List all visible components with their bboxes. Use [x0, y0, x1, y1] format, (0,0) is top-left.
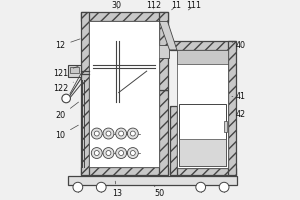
Bar — [95, 33, 101, 39]
Bar — [81, 167, 168, 175]
Bar — [114, 95, 120, 102]
Text: 121: 121 — [53, 66, 78, 78]
Text: 50: 50 — [154, 185, 165, 198]
Bar — [169, 41, 236, 50]
Polygon shape — [159, 21, 177, 50]
Text: 11: 11 — [171, 1, 181, 10]
Text: 40: 40 — [232, 41, 246, 50]
Bar — [179, 104, 226, 166]
Circle shape — [116, 148, 127, 158]
Circle shape — [96, 182, 106, 192]
Bar — [159, 12, 168, 90]
Bar — [127, 33, 133, 39]
Bar — [68, 176, 237, 185]
Text: 112: 112 — [146, 1, 161, 10]
Bar — [70, 67, 79, 73]
Bar — [147, 58, 158, 71]
Circle shape — [119, 131, 124, 136]
Bar — [81, 12, 89, 175]
Bar — [169, 168, 236, 175]
Bar — [177, 50, 228, 64]
Circle shape — [130, 131, 135, 136]
Bar — [89, 163, 159, 167]
Text: 30: 30 — [112, 1, 122, 10]
Text: 41: 41 — [232, 92, 246, 101]
Circle shape — [219, 182, 229, 192]
Circle shape — [103, 148, 114, 158]
Text: 13: 13 — [112, 181, 122, 198]
Circle shape — [128, 128, 138, 139]
Text: 122: 122 — [53, 82, 74, 93]
Bar — [110, 33, 117, 39]
Circle shape — [103, 128, 114, 139]
Bar — [112, 69, 122, 79]
Bar — [177, 50, 228, 168]
Bar — [179, 139, 226, 166]
Circle shape — [73, 182, 83, 192]
Circle shape — [106, 151, 111, 155]
Bar — [158, 45, 169, 58]
Bar — [91, 30, 158, 41]
Circle shape — [119, 151, 124, 155]
Circle shape — [91, 128, 102, 139]
Bar — [159, 90, 168, 175]
Text: 20: 20 — [55, 102, 79, 120]
Bar — [228, 41, 236, 175]
Circle shape — [91, 148, 102, 158]
Bar — [119, 33, 125, 39]
Circle shape — [62, 94, 70, 103]
Circle shape — [106, 131, 111, 136]
Circle shape — [196, 182, 206, 192]
Text: 10: 10 — [55, 125, 78, 140]
Text: 111: 111 — [186, 1, 201, 10]
Circle shape — [94, 151, 99, 155]
Circle shape — [130, 151, 135, 155]
Text: 42: 42 — [232, 110, 246, 119]
Circle shape — [116, 128, 127, 139]
Bar — [103, 33, 109, 39]
Bar — [169, 106, 177, 175]
Bar — [224, 121, 227, 132]
Circle shape — [94, 131, 99, 136]
Circle shape — [128, 148, 138, 158]
Text: 12: 12 — [55, 39, 80, 50]
Bar — [68, 65, 81, 77]
Bar — [89, 21, 159, 167]
Bar — [81, 12, 168, 21]
